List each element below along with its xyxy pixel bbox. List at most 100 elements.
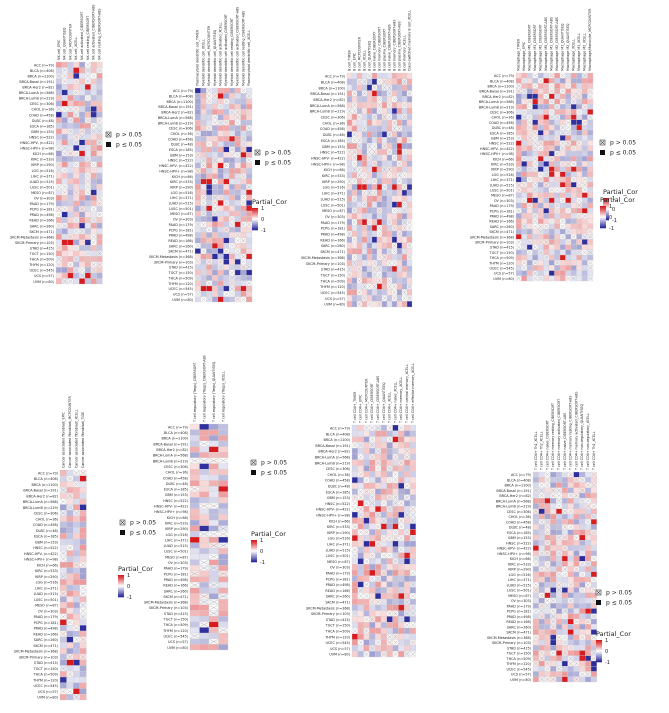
heatmap-cell xyxy=(532,98,539,105)
nonsignificant-cross xyxy=(393,477,398,483)
row-label: PCPG (n=181) xyxy=(34,621,59,625)
heatmap-cell xyxy=(565,187,572,193)
heatmap-cell xyxy=(363,633,370,640)
heatmap-cell xyxy=(206,248,213,254)
nonsignificant-cross xyxy=(562,614,568,619)
heatmap-cell xyxy=(392,627,399,634)
row-label: HNSC (n=522) xyxy=(506,541,531,545)
nonsignificant-cross xyxy=(393,501,398,506)
row-label: KICH (n=66) xyxy=(37,563,59,567)
heatmap-cell xyxy=(357,575,364,582)
heatmap-cell xyxy=(59,527,67,534)
heatmap-cell xyxy=(521,166,528,172)
nonsignificant-cross xyxy=(533,214,538,218)
heatmap-cell xyxy=(363,442,370,449)
heatmap-cell xyxy=(351,201,358,208)
row-label: HNSC-HPV+ (n=98) xyxy=(20,147,54,151)
heatmap-cell xyxy=(532,550,539,557)
row-label: READ (n=166) xyxy=(163,584,188,588)
column-label: NK cell_XCELL xyxy=(74,37,78,60)
nonsignificant-cross xyxy=(566,229,571,234)
heatmap-cell xyxy=(550,545,557,551)
nonsignificant-cross xyxy=(538,240,543,244)
nonsignificant-cross xyxy=(402,149,407,155)
nonsignificant-cross xyxy=(364,559,369,564)
nonsignificant-cross xyxy=(367,73,372,79)
heatmap-cell xyxy=(401,131,408,138)
column-label: Plasmacytoid dendritic cell_XCELL xyxy=(247,30,251,86)
heatmap-cell xyxy=(206,119,213,126)
row-label: SKCM-Primary (n=103) xyxy=(306,262,346,266)
heatmap-cell xyxy=(356,242,363,249)
heatmap-cell xyxy=(351,265,358,273)
heatmap-cell xyxy=(554,275,561,282)
heatmap-cell xyxy=(208,559,219,566)
nonsignificant-cross xyxy=(533,635,539,640)
heatmap-cell xyxy=(67,256,74,262)
row-label: COAD (n=458) xyxy=(325,479,351,483)
heatmap-cell xyxy=(84,278,91,285)
heatmap-cell xyxy=(371,96,378,103)
heatmap-cell xyxy=(206,189,213,196)
heatmap-cell xyxy=(61,61,68,68)
heatmap-cell xyxy=(515,223,522,230)
row-label: LUAD (n=515) xyxy=(326,548,351,552)
color-bar-step xyxy=(600,208,606,210)
heatmap-cell xyxy=(380,564,387,571)
heatmap-cell xyxy=(189,440,200,447)
nonsignificant-cross xyxy=(367,143,372,149)
heatmap-cell xyxy=(55,133,62,140)
heatmap-cell xyxy=(409,546,416,553)
heatmap-cell xyxy=(554,83,561,89)
heatmap-cell xyxy=(404,500,411,507)
row-label: TGCT (n=150) xyxy=(33,667,59,671)
heatmap-cell xyxy=(217,242,224,249)
heatmap-cell xyxy=(79,619,87,626)
row-label: STAD (n=415) xyxy=(321,268,346,272)
heatmap-cell xyxy=(55,139,62,146)
heatmap-cell xyxy=(229,232,236,238)
row-label: READ (n=166) xyxy=(29,219,54,223)
legend-sig-label: p ≤ 0.05 xyxy=(265,160,291,167)
heatmap-cell xyxy=(67,133,74,140)
heatmap-cell xyxy=(371,102,378,109)
row-label: LIHC (n=371) xyxy=(170,196,194,200)
nonsignificant-cross xyxy=(397,173,402,178)
color-bar-step xyxy=(252,228,258,231)
nonsignificant-cross xyxy=(392,295,397,301)
heatmap-cell xyxy=(573,482,580,488)
heatmap-cell xyxy=(526,244,533,250)
color-bar-step xyxy=(118,577,124,579)
nonsignificant-cross xyxy=(200,458,209,463)
heatmap-cell xyxy=(376,178,383,185)
heatmap-cell xyxy=(84,233,91,240)
heatmap-cell xyxy=(79,167,86,174)
heatmap-cell xyxy=(532,109,539,115)
heatmap-cell xyxy=(515,260,522,266)
heatmap-cell xyxy=(526,275,533,282)
heatmap-cell xyxy=(223,216,230,222)
color-bar-step xyxy=(596,653,602,655)
nonsignificant-cross xyxy=(56,73,62,78)
heatmap-cell xyxy=(84,128,91,135)
heatmap-cell xyxy=(363,540,370,547)
nonsignificant-cross xyxy=(80,608,86,614)
column-label: T cell regulatory (Tregs)_CIBERSORT xyxy=(193,362,197,423)
heatmap-cell xyxy=(84,111,91,118)
column-label: NK cell resting_CIBERSORT-ABS xyxy=(97,9,101,60)
color-legend-title: Partial_Cor xyxy=(252,198,287,206)
nonsignificant-cross xyxy=(539,614,544,619)
heatmap-cell xyxy=(96,89,103,96)
heatmap-cell xyxy=(366,113,373,120)
heatmap-cell xyxy=(208,525,219,532)
color-bar-step xyxy=(596,656,602,658)
legend-cross-icon xyxy=(251,460,256,465)
heatmap-cell xyxy=(357,500,364,507)
heatmap-cell xyxy=(55,272,62,279)
color-bar-step xyxy=(603,201,609,203)
nonsignificant-cross xyxy=(522,78,527,83)
row-label: DLBC (n=48) xyxy=(492,126,515,130)
nonsignificant-cross xyxy=(358,454,363,460)
row-label: KICH (n=66) xyxy=(510,557,532,561)
